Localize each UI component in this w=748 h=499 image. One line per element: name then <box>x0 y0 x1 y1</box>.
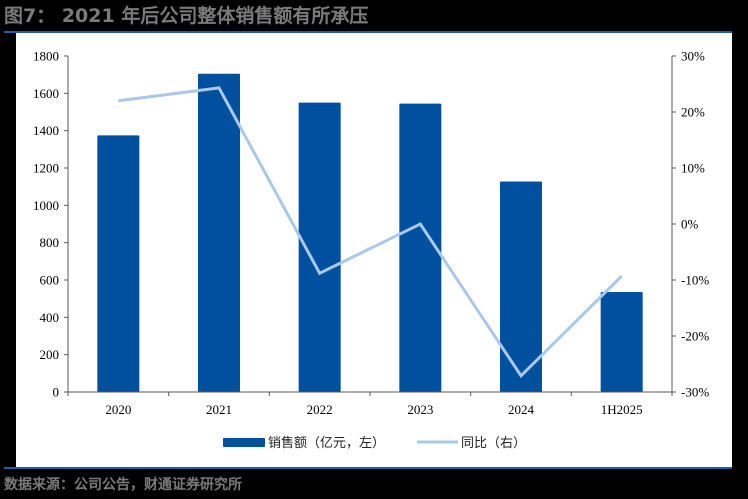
left-tick-label: 400 <box>40 310 60 325</box>
left-tick-label: 1600 <box>33 86 59 101</box>
x-tick-label: 2024 <box>508 402 535 417</box>
x-axis: 2020 2021 2022 2023 2024 1H2025 <box>67 391 673 417</box>
x-tick-label: 2023 <box>407 402 433 417</box>
right-tick-label: 20% <box>681 105 705 120</box>
yoy-line <box>118 86 623 379</box>
sales-bars <box>97 73 643 393</box>
left-tick-label: 1400 <box>33 123 59 138</box>
left-tick-label: 1000 <box>33 198 59 213</box>
left-tick-label: 800 <box>40 235 60 250</box>
left-tick-label: 1200 <box>33 161 59 176</box>
x-tick-label: 2020 <box>105 402 131 417</box>
sales-bar <box>399 103 442 392</box>
left-tick-label: 600 <box>40 273 60 288</box>
legend-bar-swatch <box>223 438 265 447</box>
left-tick-label: 200 <box>40 347 60 362</box>
x-tick-label: 2022 <box>307 402 333 417</box>
sales-bar <box>600 291 643 392</box>
right-tick-label: 0% <box>681 217 699 232</box>
yoy-polyline <box>118 86 623 379</box>
x-tick-label: 2021 <box>206 402 232 417</box>
data-source-note: 数据来源：公司公告，财通证券研究所 <box>4 477 242 493</box>
figure-title: 图7： 2021 年后公司整体销售额有所承压 <box>4 5 369 27</box>
chart-panel: 0 200 400 600 800 1000 1200 1400 1600 1800 -30% -2… <box>16 33 732 467</box>
left-tick-label: 1800 <box>33 49 59 64</box>
right-tick-label: -20% <box>681 329 709 344</box>
legend-bar-label: 销售额（亿元，左） <box>268 435 385 451</box>
legend-line-label: 同比（右） <box>461 436 526 451</box>
chart-legend: 销售额（亿元，左） 同比（右） <box>223 435 526 451</box>
sales-bar <box>97 135 140 393</box>
sales-bar <box>298 102 341 393</box>
sales-bar <box>500 181 542 392</box>
left-tick-label: 0 <box>53 385 60 400</box>
x-tick-label: 1H2025 <box>601 402 643 417</box>
sales-bar <box>198 73 240 392</box>
right-tick-label: -30% <box>681 385 709 400</box>
right-tick-label: 30% <box>681 49 705 64</box>
right-y-axis: -30% -20% -10% 0% 10% 20% 30% <box>671 49 709 400</box>
right-tick-label: -10% <box>681 273 709 288</box>
left-y-axis: 0 200 400 600 800 1000 1200 1400 1600 1800 <box>33 49 69 400</box>
right-tick-label: 10% <box>681 161 705 176</box>
top-rule-divider <box>4 31 732 33</box>
combo-chart: 0 200 400 600 800 1000 1200 1400 1600 1800 -30% -2… <box>33 49 709 452</box>
bottom-rule-divider <box>4 467 732 469</box>
